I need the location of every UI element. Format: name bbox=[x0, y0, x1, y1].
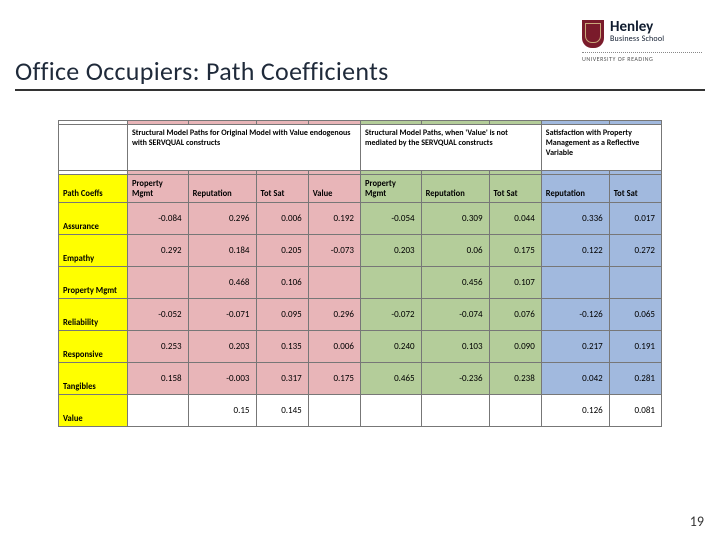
data-cell: 0.017 bbox=[609, 203, 661, 235]
data-cell: 0.238 bbox=[489, 363, 541, 395]
data-cell: -0.072 bbox=[361, 299, 422, 331]
data-cell: 0.175 bbox=[489, 235, 541, 267]
data-cell bbox=[361, 395, 422, 427]
group-header bbox=[59, 125, 128, 171]
column-header: Path Coeffs bbox=[59, 175, 128, 203]
data-cell: 0.044 bbox=[489, 203, 541, 235]
data-cell: 0.191 bbox=[609, 331, 661, 363]
data-cell bbox=[127, 267, 188, 299]
data-cell: 0.090 bbox=[489, 331, 541, 363]
logo-main: Henley bbox=[610, 20, 664, 35]
data-cell: 0.103 bbox=[421, 331, 489, 363]
data-cell: 0.065 bbox=[609, 299, 661, 331]
data-cell: 0.317 bbox=[256, 363, 308, 395]
data-cell bbox=[127, 395, 188, 427]
coefficients-table: Structural Model Paths for Original Mode… bbox=[58, 120, 662, 427]
data-cell: 0.145 bbox=[256, 395, 308, 427]
data-cell: 0.292 bbox=[127, 235, 188, 267]
data-cell bbox=[308, 395, 360, 427]
data-cell: -0.126 bbox=[541, 299, 609, 331]
data-cell: 0.296 bbox=[308, 299, 360, 331]
data-cell bbox=[489, 395, 541, 427]
data-cell: -0.003 bbox=[188, 363, 256, 395]
data-cell: 0.217 bbox=[541, 331, 609, 363]
data-cell: 0.158 bbox=[127, 363, 188, 395]
column-header: Property Mgmt bbox=[361, 175, 422, 203]
coefficients-table-wrap: Structural Model Paths for Original Mode… bbox=[58, 120, 662, 427]
data-cell: 0.081 bbox=[609, 395, 661, 427]
data-cell: -0.084 bbox=[127, 203, 188, 235]
column-header: Reputation bbox=[421, 175, 489, 203]
data-cell: 0.184 bbox=[188, 235, 256, 267]
column-header: Tot Sat bbox=[256, 175, 308, 203]
group-header: Structural Model Paths for Original Mode… bbox=[127, 125, 360, 171]
group-header: Satisfaction with Property Management as… bbox=[541, 125, 661, 171]
data-cell: -0.073 bbox=[308, 235, 360, 267]
row-label: Responsive bbox=[59, 331, 128, 363]
data-cell: 0.205 bbox=[256, 235, 308, 267]
data-cell: 0.006 bbox=[308, 331, 360, 363]
data-cell: 0.15 bbox=[188, 395, 256, 427]
column-header: Tot Sat bbox=[609, 175, 661, 203]
shield-icon bbox=[582, 20, 604, 48]
data-cell: 0.192 bbox=[308, 203, 360, 235]
data-cell: 0.336 bbox=[541, 203, 609, 235]
row-label: Empathy bbox=[59, 235, 128, 267]
data-cell: 0.296 bbox=[188, 203, 256, 235]
column-header: Property Mgmt bbox=[127, 175, 188, 203]
row-label: Tangibles bbox=[59, 363, 128, 395]
data-cell: 0.240 bbox=[361, 331, 422, 363]
data-cell: 0.076 bbox=[489, 299, 541, 331]
data-cell: 0.175 bbox=[308, 363, 360, 395]
data-cell: 0.465 bbox=[361, 363, 422, 395]
group-header: Structural Model Paths, when 'Value' is … bbox=[361, 125, 542, 171]
row-label: Property Mgmt bbox=[59, 267, 128, 299]
data-cell: 0.203 bbox=[361, 235, 422, 267]
data-cell bbox=[361, 267, 422, 299]
data-cell: 0.106 bbox=[256, 267, 308, 299]
data-cell: -0.236 bbox=[421, 363, 489, 395]
data-cell: 0.006 bbox=[256, 203, 308, 235]
data-cell: -0.052 bbox=[127, 299, 188, 331]
data-cell: 0.042 bbox=[541, 363, 609, 395]
logo-sub: Business School bbox=[610, 35, 664, 43]
row-label: Reliability bbox=[59, 299, 128, 331]
data-cell: -0.071 bbox=[188, 299, 256, 331]
column-header: Reputation bbox=[188, 175, 256, 203]
row-label: Assurance bbox=[59, 203, 128, 235]
column-header: Reputation bbox=[541, 175, 609, 203]
data-cell: 0.456 bbox=[421, 267, 489, 299]
column-header: Value bbox=[308, 175, 360, 203]
page-number: 19 bbox=[690, 513, 704, 530]
data-cell: 0.107 bbox=[489, 267, 541, 299]
data-cell: 0.203 bbox=[188, 331, 256, 363]
data-cell: 0.06 bbox=[421, 235, 489, 267]
data-cell: 0.281 bbox=[609, 363, 661, 395]
data-cell: 0.468 bbox=[188, 267, 256, 299]
data-cell: 0.126 bbox=[541, 395, 609, 427]
data-cell: -0.074 bbox=[421, 299, 489, 331]
data-cell bbox=[609, 267, 661, 299]
data-cell bbox=[421, 395, 489, 427]
data-cell: -0.054 bbox=[361, 203, 422, 235]
row-label: Value bbox=[59, 395, 128, 427]
data-cell: 0.122 bbox=[541, 235, 609, 267]
page-title: Office Occupiers: Path Coefficients bbox=[15, 55, 705, 87]
data-cell: 0.253 bbox=[127, 331, 188, 363]
data-cell: 0.095 bbox=[256, 299, 308, 331]
data-cell bbox=[308, 267, 360, 299]
data-cell: 0.135 bbox=[256, 331, 308, 363]
data-cell: 0.309 bbox=[421, 203, 489, 235]
title-bar: Office Occupiers: Path Coefficients bbox=[15, 55, 705, 91]
data-cell bbox=[541, 267, 609, 299]
column-header: Tot Sat bbox=[489, 175, 541, 203]
data-cell: 0.272 bbox=[609, 235, 661, 267]
